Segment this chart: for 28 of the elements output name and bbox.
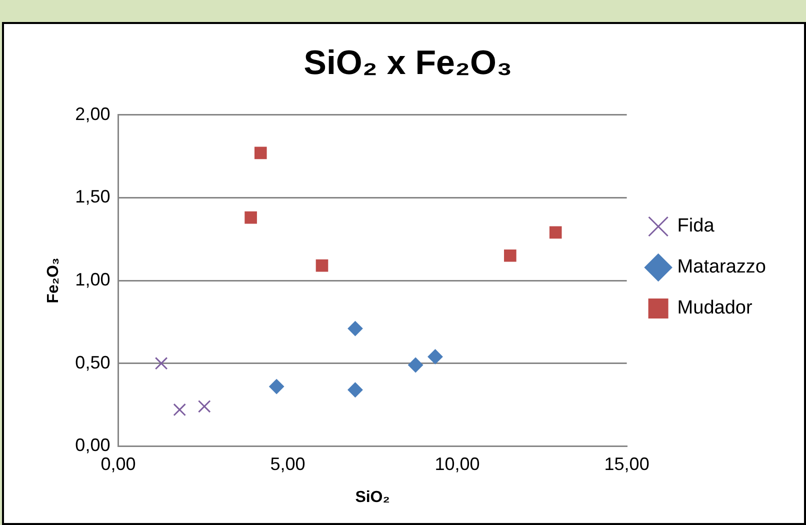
point <box>173 403 186 416</box>
y-tick-label: 0,50 <box>75 352 110 372</box>
x-tick-label: 10,00 <box>434 454 480 474</box>
point <box>504 249 516 262</box>
chart-title: SiO₂ x Fe₂O₃ <box>304 44 512 82</box>
point <box>244 211 257 224</box>
x-tick-label: 15,00 <box>604 454 650 474</box>
x-tick-label: 5,00 <box>270 454 306 474</box>
legend-label: Fida <box>677 216 715 237</box>
x-axis-title: SiO₂ <box>355 488 390 506</box>
y-tick-label: 1,00 <box>75 269 110 290</box>
point <box>269 379 284 394</box>
y-tick-label: 0,00 <box>75 435 110 456</box>
point <box>408 358 424 373</box>
point <box>348 321 363 336</box>
point <box>198 400 211 413</box>
point <box>316 259 328 272</box>
point <box>348 382 363 398</box>
legend-label: Matarazzo <box>677 256 766 278</box>
point <box>154 356 168 370</box>
y-tick-label: 1,50 <box>75 186 110 207</box>
point <box>254 146 267 160</box>
y-axis-title: Fe₂O₃ <box>45 258 62 304</box>
point <box>549 226 562 239</box>
point <box>428 349 443 364</box>
y-tick-label: 2,00 <box>75 104 110 124</box>
x-tick-label: 0,00 <box>100 454 136 474</box>
legend-label: Mudador <box>677 298 753 319</box>
